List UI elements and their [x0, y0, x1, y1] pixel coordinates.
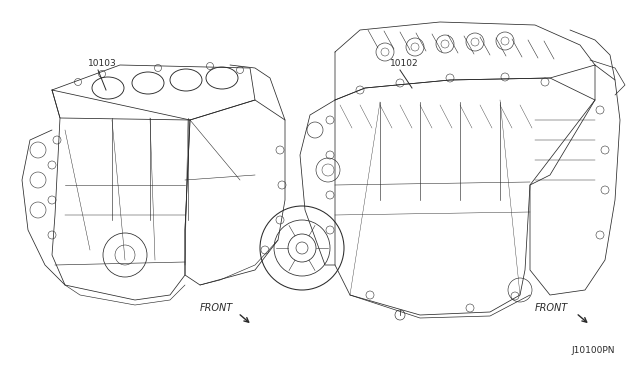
Text: 10103: 10103 — [88, 59, 116, 68]
Text: J10100PN: J10100PN — [572, 346, 615, 355]
Text: FRONT: FRONT — [535, 303, 568, 313]
Text: 10102: 10102 — [390, 59, 419, 68]
Text: FRONT: FRONT — [200, 303, 233, 313]
